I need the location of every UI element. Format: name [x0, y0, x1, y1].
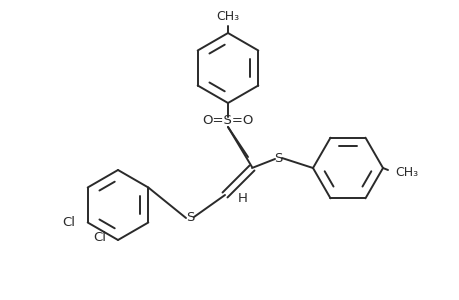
Text: Cl: Cl	[93, 232, 106, 244]
Text: CH₃: CH₃	[394, 167, 417, 179]
Text: O=S=O: O=S=O	[202, 115, 253, 128]
Text: S: S	[273, 152, 281, 164]
Text: Cl: Cl	[62, 216, 76, 229]
Text: S: S	[185, 212, 194, 224]
Text: H: H	[238, 191, 247, 205]
Text: CH₃: CH₃	[216, 10, 239, 23]
